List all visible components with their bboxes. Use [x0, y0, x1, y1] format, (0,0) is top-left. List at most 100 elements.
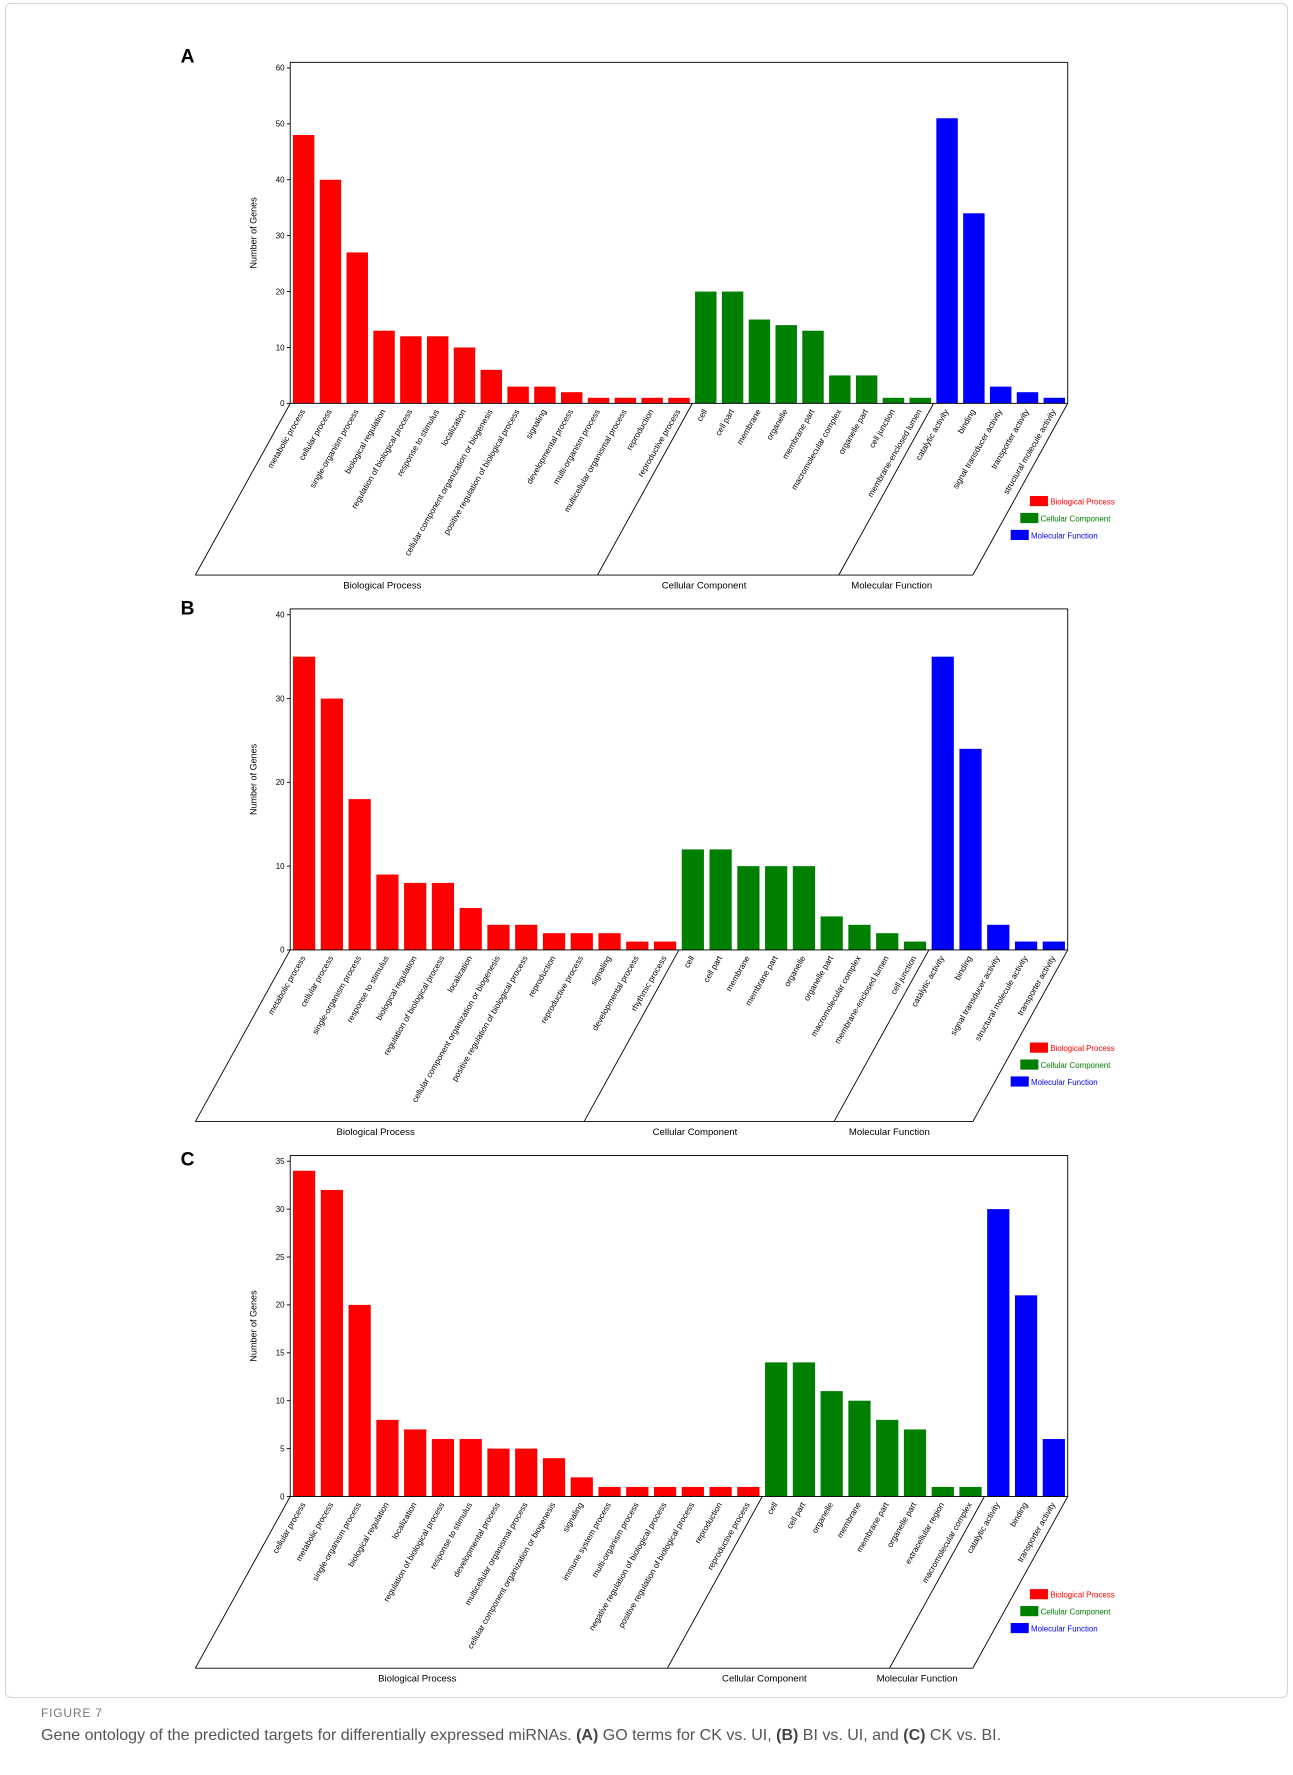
x-tick-label: cell part — [785, 1500, 808, 1530]
bar — [404, 882, 427, 950]
legend: Biological Process Cellular Component Mole… — [1010, 495, 1115, 540]
caption-text: Gene ontology of the predicted targets f… — [41, 1727, 577, 1744]
x-tick-label: structural molecule activity — [1002, 407, 1059, 496]
y-tick-label: 20 — [276, 778, 285, 787]
bar — [400, 336, 422, 404]
plot-frame — [289, 1155, 1069, 1497]
x-tick-label: reproduction — [625, 407, 656, 452]
bar — [802, 330, 824, 404]
bar — [292, 1170, 316, 1497]
x-tick-label: metabolic process — [267, 954, 308, 1016]
category-floor — [194, 949, 1069, 1123]
bar — [459, 1439, 482, 1497]
bar — [681, 1486, 704, 1497]
legend: Biological Process Cellular Component Mole… — [1010, 1589, 1115, 1633]
legend-label: Cellular Component — [1041, 1061, 1112, 1070]
bar — [542, 933, 566, 950]
bars — [292, 656, 1065, 950]
legend-label: Biological Process — [1050, 497, 1115, 506]
x-tick-label: macromolecular complex — [809, 954, 863, 1039]
panel-letter: A — [181, 46, 195, 67]
bar — [587, 397, 610, 404]
y-tick-label: 35 — [276, 1157, 285, 1166]
x-tick-label: cell — [682, 954, 696, 969]
y-tick-label: 10 — [276, 862, 285, 871]
bars — [292, 118, 1066, 404]
x-tick-label: signaling — [524, 407, 548, 440]
y-axis: 0 10 20 30 40 50 60 Number of Genes — [248, 64, 291, 408]
y-tick-label: 40 — [276, 611, 285, 620]
bar — [931, 1486, 954, 1497]
bar — [653, 941, 677, 950]
group-label: Biological Process — [343, 581, 421, 592]
x-tick-label: cell part — [714, 407, 737, 437]
bar — [320, 698, 343, 950]
y-tick-label: 20 — [276, 1301, 285, 1310]
x-tick-label: binding — [953, 954, 974, 982]
plot-frame — [289, 608, 1069, 951]
bar — [668, 397, 690, 404]
legend-label: Molecular Function — [1031, 1078, 1098, 1087]
y-axis: 0 5 10 15 20 25 30 35 Number of Genes — [248, 1157, 291, 1501]
bar — [721, 291, 744, 404]
x-tick-label: organelle part — [837, 407, 870, 456]
bar — [737, 1486, 760, 1497]
caption-panel-ref-a: (A) — [576, 1727, 599, 1744]
x-tick-label: membrane-enclosed lumen — [833, 954, 891, 1045]
bar — [909, 397, 931, 404]
plot-frame — [289, 61, 1069, 404]
bar — [346, 252, 368, 404]
x-tick-label: cell junction — [889, 954, 919, 996]
bar — [765, 866, 788, 950]
bar — [709, 1486, 732, 1497]
x-tick-label: membrane — [724, 954, 752, 993]
y-tick-label: 15 — [276, 1349, 285, 1358]
x-tick-label: reproduction — [527, 954, 558, 999]
x-tick-label: cell junction — [868, 407, 898, 449]
bar — [987, 1209, 1010, 1497]
y-tick-label: 10 — [276, 343, 285, 352]
group-label: Cellular Component — [653, 1127, 738, 1138]
bar — [855, 375, 878, 404]
bar — [431, 1439, 455, 1497]
floor-left-edge — [194, 403, 291, 576]
caption-panel-ref-b: (B) — [776, 1727, 799, 1744]
y-tick-label: 20 — [276, 287, 285, 296]
floor-right-edge — [972, 1496, 1069, 1669]
x-tick-label: cell part — [702, 954, 725, 984]
bar — [681, 849, 704, 950]
legend-swatch — [1029, 495, 1048, 507]
bar — [453, 347, 476, 404]
bar — [641, 397, 663, 404]
bar — [653, 1486, 677, 1497]
caption-text: BI vs. UI, and — [798, 1727, 904, 1744]
legend-swatch — [1020, 1606, 1039, 1617]
bar — [376, 1419, 399, 1497]
figure-caption: Gene ontology of the predicted targets f… — [41, 1726, 1001, 1746]
group-separator — [597, 403, 693, 576]
y-axis-label: Number of Genes — [248, 197, 258, 269]
legend-label: Cellular Component — [1041, 1608, 1112, 1617]
bar — [820, 916, 843, 950]
bar — [292, 656, 316, 950]
bar — [903, 941, 927, 950]
x-tick-label: immune system process — [561, 1501, 613, 1582]
caption-panel-ref-c: (C) — [903, 1727, 926, 1744]
x-tick-label: reproduction — [693, 1501, 724, 1546]
bar — [876, 933, 899, 950]
x-tick-label: multi-organism process — [552, 408, 602, 486]
legend-label: Molecular Function — [1031, 531, 1098, 540]
group-label: Molecular Function — [849, 1127, 930, 1138]
bar — [373, 330, 395, 404]
group-separator — [667, 1496, 763, 1669]
x-tick-label: signaling — [561, 1501, 585, 1534]
category-floor — [194, 1496, 1069, 1669]
bar — [1014, 941, 1038, 950]
x-tick-label: organelle — [783, 954, 808, 988]
bar — [936, 118, 958, 404]
floor-left-edge — [194, 1496, 291, 1669]
x-tick-label: signal transducer activity — [951, 407, 1004, 490]
